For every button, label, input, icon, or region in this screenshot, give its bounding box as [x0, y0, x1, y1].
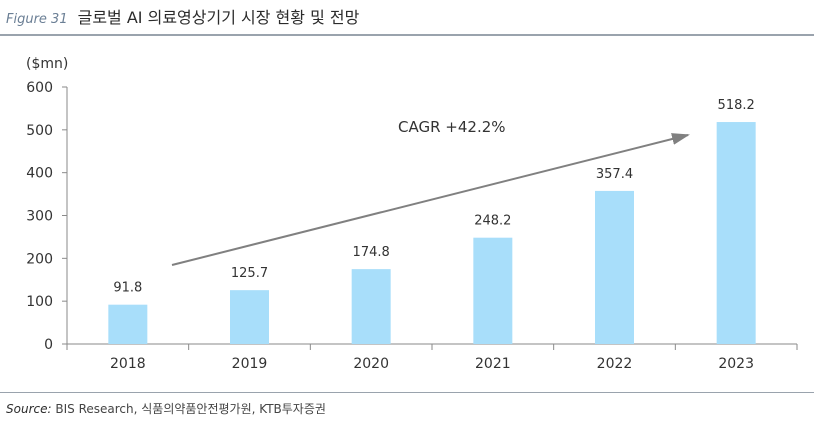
x-tick-label: 2020	[353, 356, 389, 372]
bar-2021	[473, 237, 513, 344]
y-tick-label: 400	[26, 166, 53, 182]
x-axis: 2018 2019 2020 2021 2022 2023	[66, 343, 798, 372]
y-tick-label: 200	[26, 251, 53, 267]
data-label: 125.7	[231, 266, 268, 281]
x-tick-label: 2021	[475, 356, 511, 372]
x-tick-label: 2018	[110, 356, 146, 372]
bar-series	[108, 122, 756, 345]
y-tick-label: 500	[26, 123, 53, 139]
figure-label: Figure 31	[6, 12, 68, 27]
data-labels: 91.8 125.7 174.8 248.2 357.4 518.2	[113, 98, 754, 296]
cagr-trend-annotation: CAGR +42.2%	[171, 118, 690, 266]
bar-2019	[230, 290, 269, 344]
x-tick-label: 2022	[597, 356, 633, 372]
data-label: 248.2	[474, 214, 511, 229]
y-tick-label: 600	[26, 80, 53, 96]
bar-2023	[716, 122, 756, 345]
y-axis: 0 100 200 300 400 500 600	[26, 80, 68, 353]
bar-2022	[595, 190, 634, 344]
y-axis-unit-label: ($mn)	[26, 56, 68, 72]
trend-arrow-icon	[171, 133, 690, 266]
source-label: Source:	[6, 402, 52, 416]
cagr-label: CAGR +42.2%	[398, 118, 506, 136]
data-label: 91.8	[113, 281, 142, 296]
source-footer: Source: BIS Research, 식품의약품안전평가원, KTB투자증…	[6, 400, 326, 417]
x-tick-label: 2019	[232, 356, 268, 372]
y-tick-label: 0	[44, 337, 53, 353]
y-tick-label: 100	[26, 294, 53, 310]
top-rule	[0, 34, 814, 36]
data-label: 174.8	[353, 245, 390, 260]
bar-2020	[351, 269, 391, 344]
bar-2018	[108, 304, 148, 344]
data-label: 357.4	[596, 167, 633, 182]
source-text: BIS Research, 식품의약품안전평가원, KTB투자증권	[55, 402, 326, 416]
figure-title: 글로벌 AI 의료영상기기 시장 현황 및 전망	[77, 8, 360, 27]
bottom-rule	[0, 392, 814, 393]
data-label: 518.2	[718, 98, 755, 113]
y-tick-label: 300	[26, 209, 53, 225]
figure-header: Figure 31 글로벌 AI 의료영상기기 시장 현황 및 전망	[6, 4, 359, 32]
x-tick-label: 2023	[718, 356, 754, 372]
